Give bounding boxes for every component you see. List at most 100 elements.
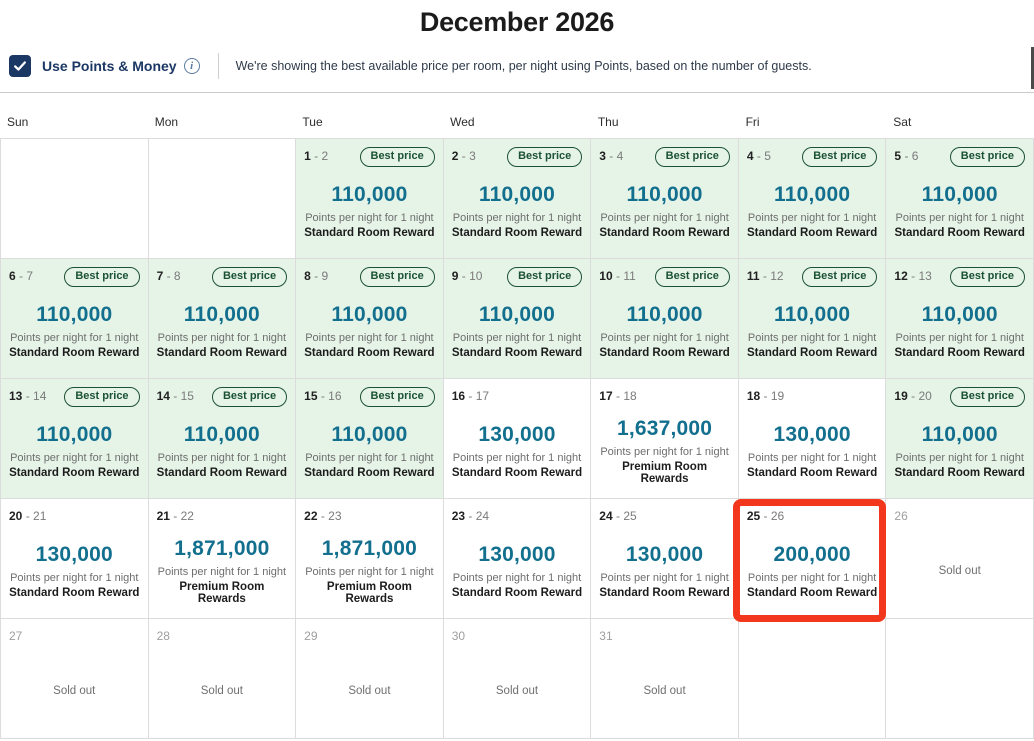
points-price: 110,000 [331,182,408,206]
calendar-cell-24-25[interactable]: 24 - 25 130,000 Points per night for 1 nig… [591,499,739,619]
calendar-cell-4-5[interactable]: 4 - 5 Best price 110,000 Points per night f… [738,139,887,259]
date-range: 12 - 13 [894,269,932,283]
date-range: 18 - 19 [746,389,785,403]
info-icon[interactable]: i [183,58,200,74]
best-price-badge: Best price [654,147,730,167]
calendar-cell-20-21[interactable]: 20 - 21 130,000 Points per night for 1 nig… [1,499,149,619]
room-type-label: Standard Room Reward [156,346,288,359]
points-price: 130,000 [478,422,556,446]
date-range: 14 - 15 [156,389,194,403]
sold-out-label: Sold out [53,684,96,697]
calendar-cell-22-23[interactable]: 22 - 23 1,871,000 Points per night for 1 n… [296,499,444,619]
calendar-cell-18-19[interactable]: 18 - 19 130,000 Points per night for 1 nig… [738,379,887,499]
room-type-label: Premium Room Rewards [326,580,412,605]
best-price-badge: Best price [802,267,878,287]
date-range: 21 - 22 [156,509,194,523]
room-type-label: Standard Room Reward [451,466,583,479]
day-header-thu: Thu [597,115,619,129]
best-price-badge: Best price [507,147,583,167]
calendar-cell-14-15[interactable]: 14 - 15 Best price 110,000 Points per night… [148,379,297,499]
date-range: 1 - 2 [304,149,329,163]
calendar-cell-8-9[interactable]: 8 - 9 Best price 110,000 Points per night f… [296,259,444,379]
day-header-mon: Mon [154,115,179,129]
points-price: 130,000 [773,422,851,446]
room-type-label: Standard Room Reward [894,466,1025,479]
points-price: 110,000 [774,302,851,326]
calendar-cell-empty [1,139,149,259]
date-range: 3 - 4 [599,149,624,163]
header-divider [0,92,1034,93]
calendar-cell-11-12[interactable]: 11 - 12 Best price 110,000 Points per night… [738,259,887,379]
calendar-cell-31: 31 Sold out [591,619,739,739]
points-caption: Points per night for 1 night [600,331,729,344]
calendar-cell-9-10[interactable]: 9 - 10 Best price 110,000 Points per night … [443,259,592,379]
page-title: December 2026 [419,7,615,37]
calendar-cell-5-6[interactable]: 5 - 6 Best price 110,000 Points per night f… [886,139,1034,259]
day-header-fri: Fri [745,115,760,129]
checkmark-icon [14,61,26,71]
sold-out-label: Sold out [643,684,686,697]
date-range: 17 - 18 [599,389,637,403]
calendar-cell-6-7[interactable]: 6 - 7 Best price 110,000 Points per night f… [1,259,149,379]
calendar-cell-empty [886,619,1034,739]
room-type-label: Standard Room Reward [746,466,878,479]
points-price: 110,000 [36,302,113,326]
points-caption: Points per night for 1 night [10,451,139,464]
calendar-cell-29: 29 Sold out [296,619,444,739]
points-price: 110,000 [921,182,998,206]
date-label: 26 [894,509,908,523]
points-caption: Points per night for 1 night [747,211,877,224]
calendar-cell-19-20[interactable]: 19 - 20 Best price 110,000 Points per night… [886,379,1034,499]
room-type-label: Standard Room Reward [9,466,140,479]
calendar-cell-3-4[interactable]: 3 - 4 Best price 110,000 Points per night f… [591,139,739,259]
sold-out-label: Sold out [200,684,243,697]
points-price: 130,000 [35,542,113,566]
room-type-label: Premium Room Rewards [179,580,265,605]
date-range: 10 - 11 [599,269,636,283]
calendar-cell-26: 26 Sold out [886,499,1034,619]
points-caption: Points per night for 1 night [10,331,139,344]
points-caption: Points per night for 1 night [895,451,1024,464]
calendar-cell-12-13[interactable]: 12 - 13 Best price 110,000 Points per night… [886,259,1034,379]
points-caption: Points per night for 1 night [747,331,877,344]
day-header-sun: Sun [7,115,29,129]
points-caption: Points per night for 1 night [305,331,434,344]
room-type-label: Standard Room Reward [746,226,878,239]
calendar-cell-23-24[interactable]: 23 - 24 130,000 Points per night for 1 nig… [443,499,592,619]
calendar-cell-2-3[interactable]: 2 - 3 Best price 110,000 Points per night f… [443,139,592,259]
points-price: 1,871,000 [321,536,418,560]
calendar-cell-16-17[interactable]: 16 - 17 130,000 Points per night for 1 nig… [443,379,592,499]
sold-out-label: Sold out [938,564,981,577]
date-label: 30 [451,629,466,643]
points-price: 110,000 [626,302,703,326]
points-price: 1,637,000 [616,416,713,440]
calendar-cell-1-2[interactable]: 1 - 2 Best price 110,000 Points per night f… [296,139,444,259]
points-caption: Points per night for 1 night [10,571,139,584]
calendar-cell-21-22[interactable]: 21 - 22 1,871,000 Points per night for 1 n… [148,499,297,619]
room-type-label: Standard Room Reward [451,586,583,599]
points-caption: Points per night for 1 night [600,571,729,584]
sold-out-label: Sold out [495,684,539,697]
points-caption: Points per night for 1 night [452,451,582,464]
calendar-cell-7-8[interactable]: 7 - 8 Best price 110,000 Points per night f… [148,259,297,379]
points-price: 130,000 [625,542,704,566]
points-caption: Points per night for 1 night [305,211,434,224]
use-points-checkbox[interactable] [9,55,31,77]
points-caption: Points per night for 1 night [157,331,287,344]
points-caption: Points per night for 1 night [305,451,434,464]
scrollbar-thumb[interactable] [1031,47,1034,89]
day-header-sat: Sat [893,115,912,129]
use-points-label[interactable]: Use Points & Money [42,58,177,74]
date-range: 22 - 23 [304,509,342,523]
calendar-cell-10-11[interactable]: 10 - 11 Best price 110,000 Points per night… [591,259,739,379]
calendar-cell-17-18[interactable]: 17 - 18 1,637,000 Points per night for 1 n… [591,379,739,499]
points-price: 110,000 [626,182,703,206]
room-type-label: Standard Room Reward [9,346,140,359]
room-type-label: Standard Room Reward [894,346,1025,359]
calendar-cell-15-16[interactable]: 15 - 16 Best price 110,000 Points per night… [296,379,444,499]
room-type-label: Standard Room Reward [156,466,288,479]
room-type-label: Standard Room Reward [304,346,435,359]
points-caption: Points per night for 1 night [747,451,877,464]
calendar-cell-25-26[interactable]: 25 - 26 200,000 Points per night for 1 nig… [732,499,887,622]
calendar-cell-13-14[interactable]: 13 - 14 Best price 110,000 Points per night… [1,379,149,499]
